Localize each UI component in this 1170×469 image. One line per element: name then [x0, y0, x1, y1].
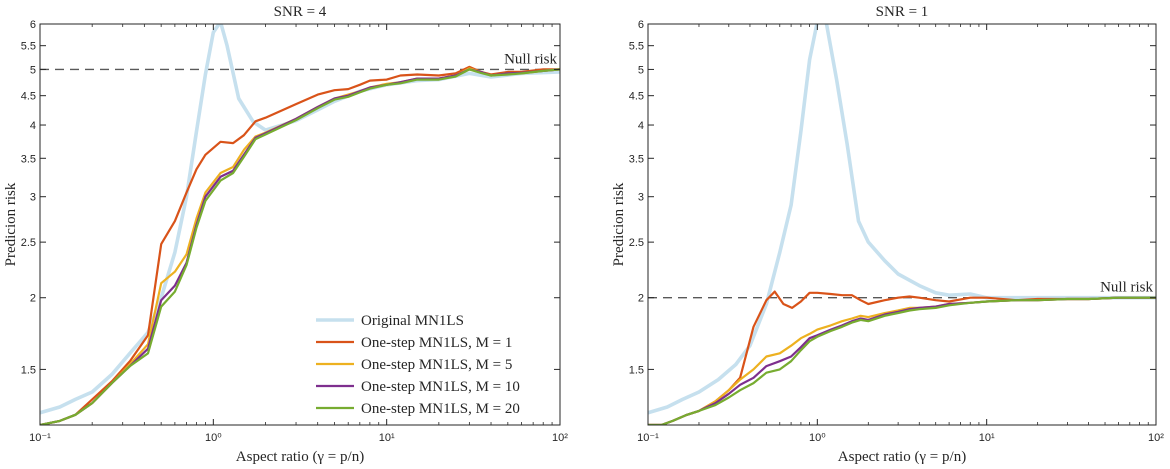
plot-area — [648, 24, 1156, 425]
axes-box — [647, 23, 1157, 426]
chart-panel-snr-4: Null risk 10⁻¹ 10⁰ 10¹ 10² 1.5 2 2.5 3 3.5 4 4.5 5 5.… — [3, 4, 568, 465]
legend-entry-one-step-mn1ls-m-10: One-step MN1LS, M = 10 — [361, 379, 520, 395]
y-tick-label: 2 — [638, 293, 644, 305]
y-tick-label: 1.5 — [629, 364, 644, 376]
x-tick-label: 10⁻¹ — [29, 432, 51, 444]
x-axis-label: Aspect ratio (γ = p/n) — [838, 449, 966, 465]
y-tick-label: 3 — [638, 192, 644, 204]
y-tick-label: 6 — [638, 19, 644, 31]
y-tick-label: 5 — [30, 64, 36, 76]
y-tick-label: 5.5 — [629, 41, 644, 53]
x-tick-label: 10¹ — [379, 432, 395, 444]
chart-panel-snr-1: Null risk 10⁻¹ 10⁰ 10¹ 10² 1.5 2 2.5 3 3.5 4 4.5 5 5.… — [611, 4, 1164, 465]
y-tick-label: 3.5 — [629, 153, 644, 165]
legend: Original MN1LS One-step MN1LS, M = 1 One-s… — [316, 313, 520, 417]
y-tick-label: 2.5 — [629, 237, 644, 249]
chart-title: SNR = 4 — [274, 4, 327, 20]
legend-entry-one-step-mn1ls-m-20: One-step MN1LS, M = 20 — [361, 401, 520, 417]
x-tick-label: 10⁰ — [809, 432, 826, 444]
y-tick-label: 6 — [30, 19, 36, 31]
null-risk-label: Null risk — [1100, 280, 1153, 296]
chart-title: SNR = 1 — [876, 4, 929, 20]
y-tick-label: 4.5 — [21, 91, 36, 103]
series-line-one-step-mn1ls-m-20 — [648, 296, 1156, 425]
y-tick-label: 5 — [638, 64, 644, 76]
axes-box — [39, 23, 561, 426]
legend-entry-original-mn1ls: Original MN1LS — [361, 313, 464, 329]
y-tick-label: 3 — [30, 192, 36, 204]
series-line-original-mn1ls — [648, 24, 1156, 415]
x-tick-label: 10¹ — [979, 432, 995, 444]
y-tick-label: 4 — [30, 120, 36, 132]
null-risk-label: Null risk — [504, 51, 557, 67]
y-axis-label: Predicion risk — [611, 182, 627, 266]
y-tick-label: 5.5 — [21, 41, 36, 53]
y-tick-label: 2.5 — [21, 237, 36, 249]
legend-entry-one-step-mn1ls-m-1: One-step MN1LS, M = 1 — [361, 335, 512, 351]
x-tick-label: 10² — [1148, 432, 1164, 444]
y-tick-label: 4 — [638, 120, 644, 132]
series-line-one-step-mn1ls-m-20 — [40, 68, 560, 425]
y-tick-label: 1.5 — [21, 364, 36, 376]
y-tick-label: 2 — [30, 293, 36, 305]
y-tick-label: 4.5 — [629, 91, 644, 103]
legend-entry-one-step-mn1ls-m-5: One-step MN1LS, M = 5 — [361, 357, 512, 373]
x-axis-label: Aspect ratio (γ = p/n) — [236, 449, 364, 465]
y-axis-label: Predicion risk — [3, 182, 19, 266]
x-tick-label: 10² — [552, 432, 568, 444]
x-tick-label: 10⁰ — [205, 432, 222, 444]
x-tick-label: 10⁻¹ — [637, 432, 659, 444]
y-tick-label: 3.5 — [21, 153, 36, 165]
